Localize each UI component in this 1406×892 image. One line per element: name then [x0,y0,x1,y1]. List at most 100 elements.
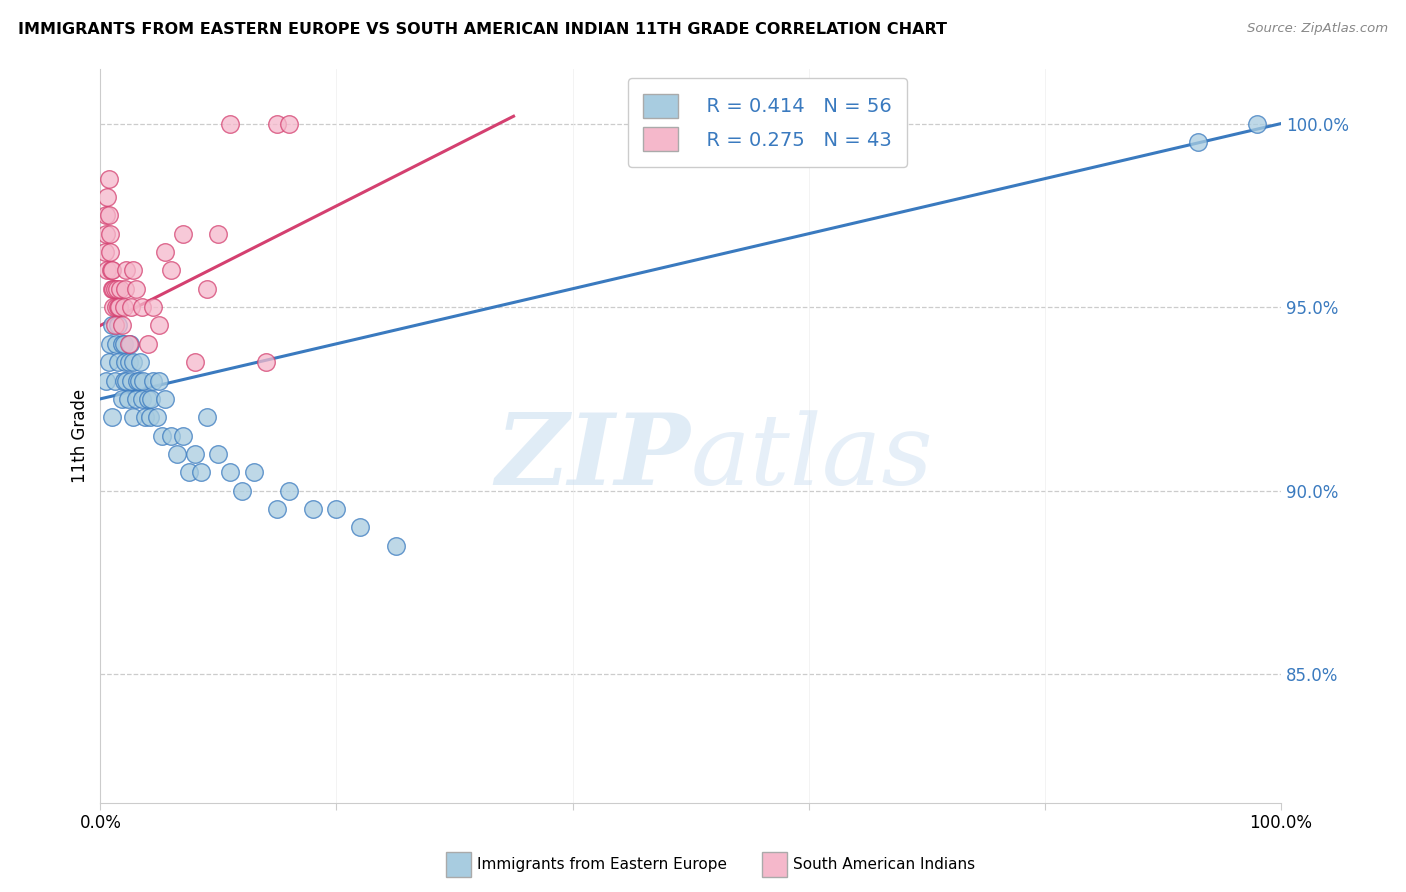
Point [118,336,141,351]
Point [108,300,131,314]
Point [96,227,118,241]
Point [142,300,165,314]
Point [302,502,325,516]
Point [136,336,159,351]
Point [207,447,229,461]
Point [166,447,188,461]
Point [160,428,183,442]
Text: ZIP: ZIP [496,409,690,506]
Point [101,282,124,296]
Text: IMMIGRANTS FROM EASTERN EUROPE VS SOUTH AMERICAN INDIAN 11TH GRADE CORRELATION C: IMMIGRANTS FROM EASTERN EUROPE VS SOUTH … [18,22,948,37]
Point [172,428,194,442]
Point [110,282,132,296]
Point [155,245,177,260]
Point [207,227,229,241]
Point [115,374,138,388]
Point [98,336,121,351]
Point [110,336,132,351]
Point [219,117,242,131]
Point [103,282,125,296]
Point [139,410,162,425]
Point [120,374,142,388]
Legend:   R = 0.414   N = 56,   R = 0.275   N = 43: R = 0.414 N = 56, R = 0.275 N = 43 [627,78,907,167]
Point [96,208,118,222]
Point [125,392,148,406]
Point [104,336,127,351]
Point [325,502,347,516]
Point [139,392,162,406]
Point [96,190,118,204]
Point [142,374,165,388]
Point [112,300,135,314]
Point [112,336,135,351]
Point [184,447,207,461]
Point [190,465,212,479]
Point [1187,135,1209,149]
Point [114,355,136,369]
Point [278,483,301,498]
Point [134,410,156,425]
Point [98,227,121,241]
Point [122,410,145,425]
Point [148,318,170,333]
Point [278,117,301,131]
Text: atlas: atlas [690,410,934,505]
Point [122,263,145,277]
Point [101,410,124,425]
Point [120,300,142,314]
Point [125,374,148,388]
Point [131,300,153,314]
Point [131,392,153,406]
Point [110,318,132,333]
Point [184,355,207,369]
Point [349,520,371,534]
Text: Source: ZipAtlas.com: Source: ZipAtlas.com [1247,22,1388,36]
Point [118,336,141,351]
Point [128,374,150,388]
Y-axis label: 11th Grade: 11th Grade [72,389,89,483]
Point [160,263,183,277]
Point [103,282,125,296]
Point [107,300,129,314]
Point [115,263,138,277]
Text: South American Indians: South American Indians [793,857,976,871]
Point [148,374,170,388]
Point [108,300,131,314]
Point [384,539,406,553]
Point [146,410,169,425]
Point [118,355,141,369]
Point [266,502,288,516]
Point [100,263,122,277]
Point [117,392,139,406]
Point [97,208,120,222]
Point [254,355,277,369]
Point [172,227,194,241]
Text: Immigrants from Eastern Europe: Immigrants from Eastern Europe [477,857,727,871]
Point [107,355,129,369]
Point [101,263,124,277]
Point [219,465,242,479]
Point [103,300,125,314]
Point [97,171,120,186]
Point [231,483,253,498]
Point [105,282,128,296]
Point [136,392,159,406]
Point [125,282,148,296]
Point [122,355,145,369]
Point [195,282,218,296]
Point [98,245,121,260]
Point [97,355,120,369]
Point [94,245,117,260]
Point [96,374,118,388]
Point [112,374,135,388]
Point [129,355,152,369]
Point [243,465,266,479]
Point [132,374,155,388]
Point [266,117,288,131]
Point [107,318,129,333]
Point [103,374,125,388]
Point [1246,117,1268,131]
Point [96,263,118,277]
Point [195,410,218,425]
Point [103,318,125,333]
